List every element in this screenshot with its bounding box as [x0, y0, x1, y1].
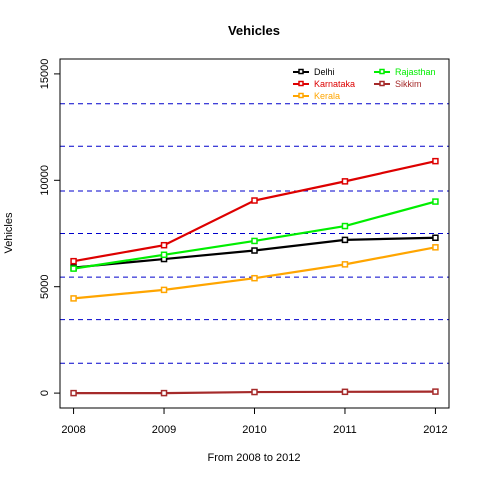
reference-lines	[60, 103, 449, 364]
data-point-karnataka	[432, 157, 439, 165]
chart-title: Vehicles	[228, 23, 280, 38]
x-tick-label: 2012	[423, 424, 447, 436]
legend-swatch-marker	[298, 92, 304, 99]
data-point-sikkim	[160, 389, 168, 397]
y-axis-label: Vehicles	[3, 212, 15, 253]
y-tick-label: 5000	[39, 274, 51, 298]
data-point-rajasthan	[251, 237, 258, 245]
legend-label: Delhi	[314, 67, 335, 77]
legend-swatch-marker	[379, 80, 385, 87]
data-point-sikkim	[251, 388, 258, 396]
data-point-rajasthan	[432, 198, 439, 205]
x-axis: 2008 2009 2010 2011 2012	[61, 407, 448, 436]
data-point-rajasthan	[341, 222, 349, 230]
data-point-delhi	[341, 236, 349, 244]
data-point-delhi	[251, 247, 258, 254]
data-point-kerala	[70, 295, 77, 302]
data-point-karnataka	[160, 241, 168, 249]
x-tick-label: 2008	[61, 424, 85, 436]
data-series	[70, 157, 439, 397]
x-tick-label: 2010	[242, 424, 266, 436]
series-line-kerala	[73, 246, 436, 300]
data-point-sikkim	[432, 388, 439, 395]
x-tick-label: 2011	[333, 424, 357, 436]
series-line-karnataka	[73, 160, 436, 263]
y-tick-label: 10000	[39, 165, 51, 196]
legend-swatch-marker	[298, 80, 304, 87]
legend-label: Karnataka	[314, 79, 355, 89]
legend-label: Rajasthan	[395, 67, 436, 77]
data-point-kerala	[432, 244, 439, 251]
data-point-rajasthan	[160, 251, 168, 259]
legend: Delhi Karnataka Kerala Rajasthan Sikkim	[293, 67, 436, 101]
y-axis: 0 5000 10000 15000	[39, 59, 61, 396]
x-axis-label: From 2008 to 2012	[208, 452, 301, 464]
legend-label: Sikkim	[395, 79, 422, 89]
data-point-kerala	[160, 286, 168, 294]
data-point-delhi	[432, 234, 439, 242]
data-point-sikkim	[341, 388, 349, 396]
legend-swatch-marker	[379, 68, 385, 75]
data-point-kerala	[251, 274, 258, 282]
data-point-sikkim	[70, 389, 77, 397]
y-tick-label: 0	[39, 390, 51, 396]
y-tick-label: 15000	[39, 59, 51, 90]
data-point-karnataka	[341, 178, 349, 185]
data-point-kerala	[341, 261, 349, 268]
data-point-karnataka	[70, 257, 77, 265]
data-point-karnataka	[251, 197, 258, 204]
legend-swatch-marker	[298, 68, 304, 75]
x-tick-label: 2009	[152, 424, 176, 436]
data-point-rajasthan	[70, 265, 77, 272]
legend-label: Kerala	[314, 91, 340, 101]
